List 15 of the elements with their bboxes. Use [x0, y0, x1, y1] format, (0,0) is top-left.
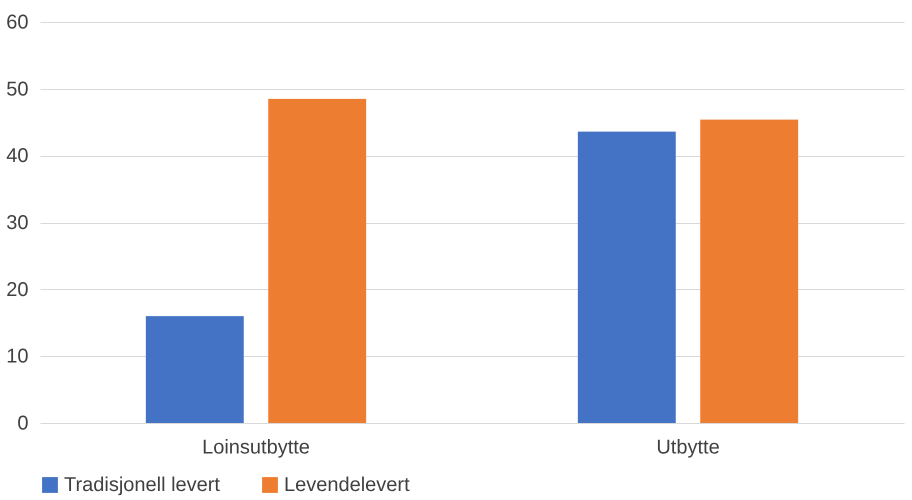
- y-tick-label: 20: [6, 278, 28, 301]
- bar: [578, 132, 676, 423]
- y-tick-label: 0: [17, 412, 28, 434]
- x-tick-label: Utbytte: [656, 436, 720, 458]
- x-tick-label: Loinsutbytte: [202, 436, 310, 458]
- legend-label: Levendelevert: [284, 474, 410, 496]
- y-tick-label: 10: [6, 346, 28, 368]
- y-tick-label: 60: [6, 12, 28, 34]
- bar: [146, 316, 244, 423]
- bar: [700, 120, 798, 423]
- legend-label: Tradisjonell levert: [64, 474, 220, 496]
- y-tick-label: 30: [6, 212, 28, 234]
- bar: [268, 98, 366, 423]
- y-tick-label: 40: [6, 145, 28, 168]
- y-tick-label: 50: [6, 78, 28, 100]
